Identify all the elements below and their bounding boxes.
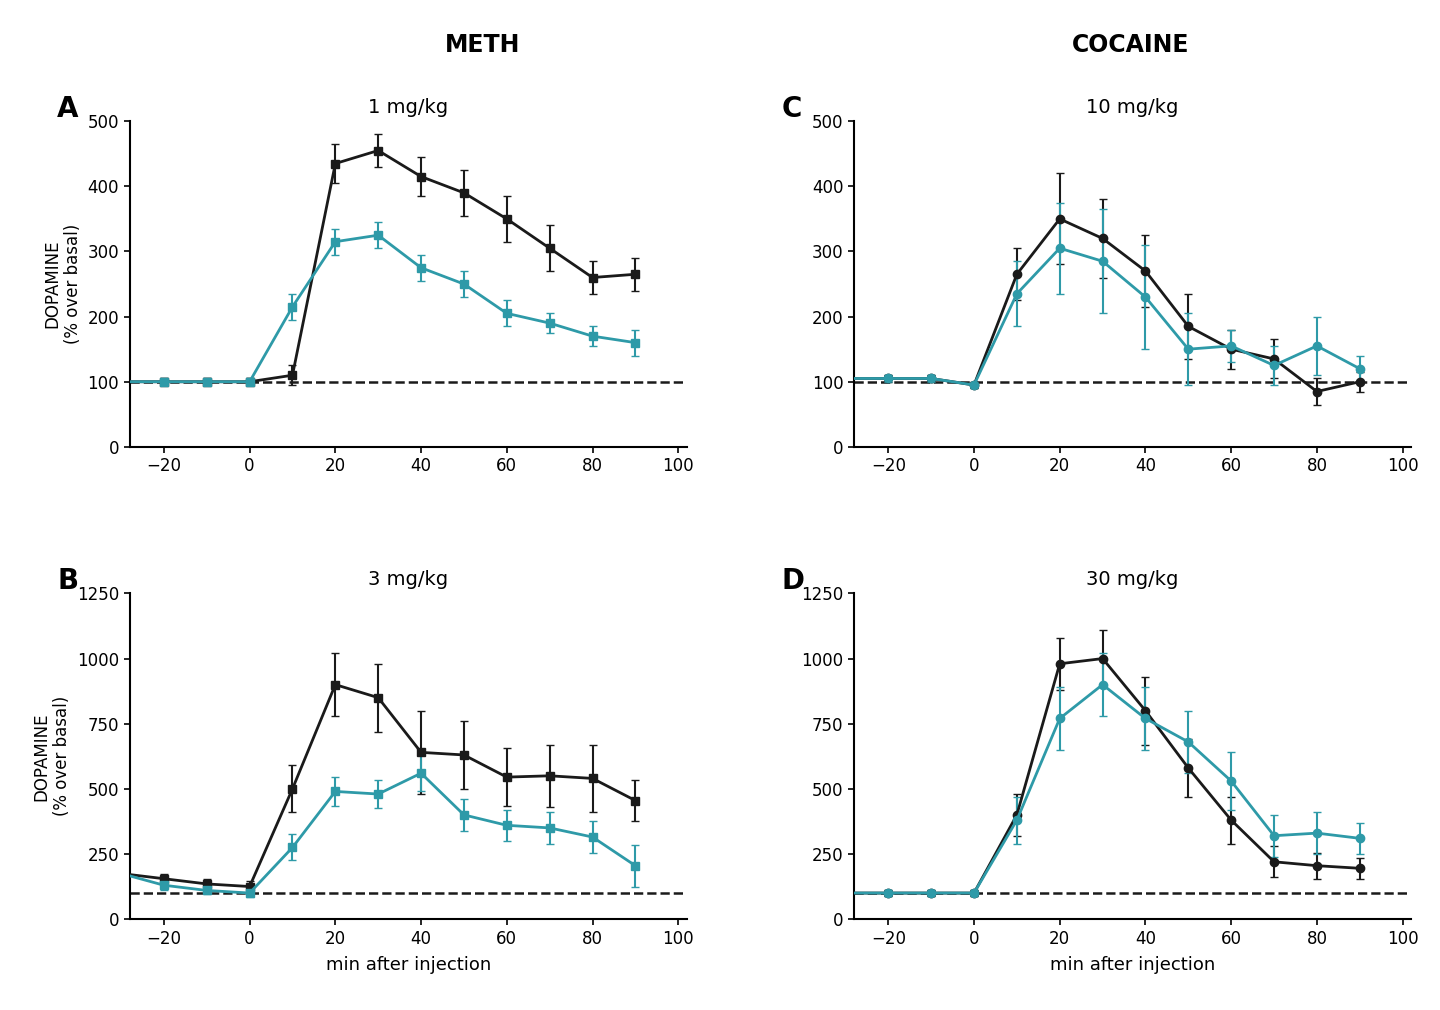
Text: COCAINE: COCAINE: [1071, 33, 1189, 58]
Text: METH: METH: [445, 33, 520, 58]
Text: B: B: [58, 568, 78, 595]
Title: 3 mg/kg: 3 mg/kg: [369, 570, 448, 589]
X-axis label: min after injection: min after injection: [325, 955, 491, 974]
Title: 1 mg/kg: 1 mg/kg: [369, 98, 448, 117]
Text: C: C: [782, 95, 802, 123]
Text: D: D: [782, 568, 805, 595]
Title: 10 mg/kg: 10 mg/kg: [1086, 98, 1179, 117]
Title: 30 mg/kg: 30 mg/kg: [1086, 570, 1179, 589]
X-axis label: min after injection: min after injection: [1050, 955, 1215, 974]
Y-axis label: DOPAMINE
(% over basal): DOPAMINE (% over basal): [33, 696, 72, 816]
Y-axis label: DOPAMINE
(% over basal): DOPAMINE (% over basal): [43, 224, 82, 344]
Text: A: A: [58, 95, 79, 123]
